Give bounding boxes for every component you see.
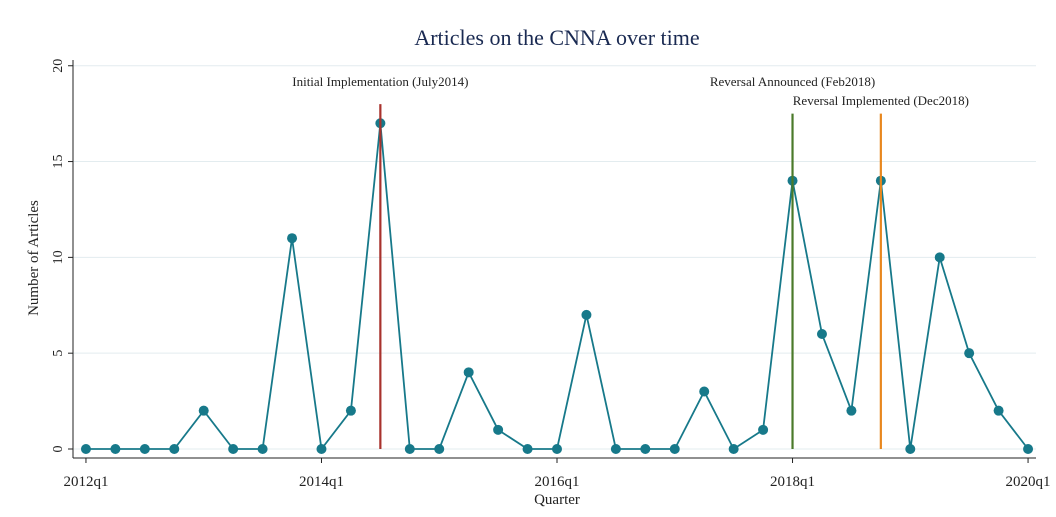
- data-point: [552, 443, 563, 454]
- y-tick-label: 10: [51, 250, 66, 264]
- data-line: [85, 123, 1029, 452]
- event-label: Reversal Implemented (Dec2018): [793, 93, 969, 108]
- data-point: [169, 443, 180, 454]
- chart-title: Articles on the CNNA over time: [414, 25, 699, 50]
- data-point: [699, 386, 710, 397]
- y-tick-label: 5: [51, 350, 66, 357]
- y-tick-label: 0: [51, 445, 66, 452]
- data-point: [728, 443, 739, 454]
- x-tick-label: 2018q1: [770, 474, 815, 490]
- data-point: [640, 443, 651, 454]
- data-point: [993, 405, 1004, 416]
- y-axis-title: Number of Articles: [26, 200, 42, 316]
- x-tick-label: 2020q1: [1006, 474, 1051, 490]
- event-label: Initial Implementation (July2014): [292, 74, 468, 89]
- data-point: [964, 348, 975, 359]
- data-point: [905, 443, 916, 454]
- data-point: [198, 405, 209, 416]
- y-tick-label: 15: [51, 155, 66, 169]
- data-point: [669, 443, 680, 454]
- data-point: [846, 405, 857, 416]
- data-point: [758, 424, 769, 435]
- data-point: [522, 443, 533, 454]
- x-tick-label: 2012q1: [63, 474, 108, 490]
- data-point: [463, 367, 474, 378]
- x-tick-label: 2014q1: [299, 474, 344, 490]
- x-tick-label: 2016q1: [535, 474, 580, 490]
- data-point: [257, 443, 268, 454]
- data-point: [404, 443, 415, 454]
- data-point: [316, 443, 327, 454]
- x-axis-title: Quarter: [534, 492, 580, 508]
- data-point: [493, 424, 504, 435]
- y-tick-label: 20: [51, 59, 66, 73]
- data-point: [80, 443, 91, 454]
- event-label: Reversal Announced (Feb2018): [710, 74, 875, 89]
- data-point: [139, 443, 150, 454]
- data-point: [816, 329, 827, 340]
- data-point: [110, 443, 121, 454]
- data-point: [581, 309, 592, 320]
- data-point: [1023, 443, 1034, 454]
- data-point: [228, 443, 239, 454]
- data-point: [934, 252, 945, 263]
- data-point: [345, 405, 356, 416]
- data-point: [287, 233, 298, 244]
- data-point: [434, 443, 445, 454]
- data-point: [610, 443, 621, 454]
